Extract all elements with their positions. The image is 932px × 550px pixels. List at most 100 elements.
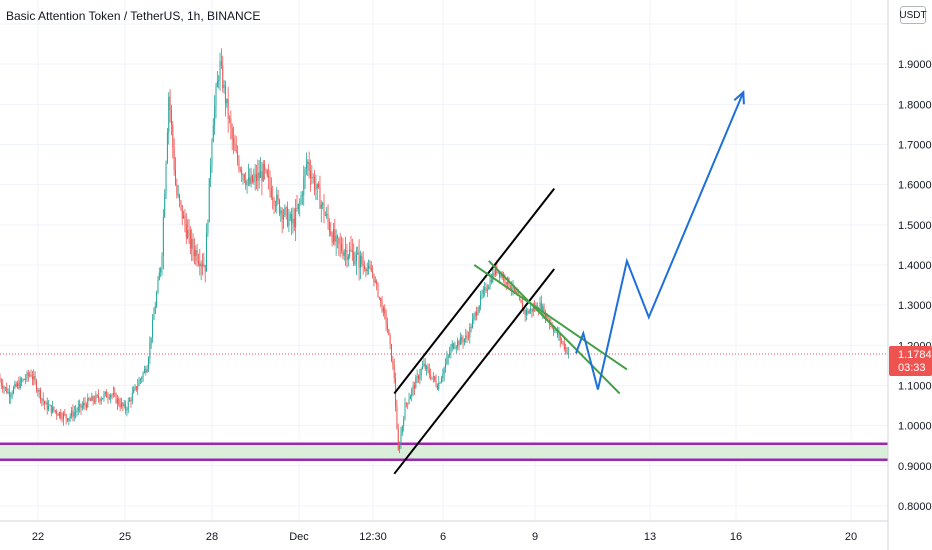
price-tick-label: 1.8000 [898, 99, 932, 111]
candle-body [501, 274, 503, 279]
candle-body [104, 391, 106, 394]
candle-body [521, 302, 523, 311]
candle-body [403, 419, 405, 426]
candle-body [162, 216, 164, 256]
candle-body [44, 401, 46, 405]
candle-body [420, 368, 422, 376]
candle-body [170, 109, 172, 125]
currency-button[interactable]: USDT [899, 6, 927, 24]
candle-body [413, 385, 415, 389]
candle-body [265, 170, 267, 171]
candle-body [422, 365, 424, 369]
candle-body [386, 324, 388, 330]
candle-body [476, 312, 478, 316]
candle-body [57, 414, 59, 416]
candle-body [76, 411, 78, 412]
candle-body [457, 340, 459, 347]
candle-body [447, 355, 449, 358]
candle-body [472, 319, 473, 328]
candle-body [138, 380, 140, 386]
candle-body [532, 307, 534, 312]
candle-body [179, 194, 181, 201]
candle-body [121, 402, 122, 407]
candle-body [223, 85, 225, 89]
candle-body [442, 374, 444, 379]
candle-body [237, 151, 239, 161]
candle-body [135, 386, 137, 390]
candle-body [469, 326, 471, 338]
candle-body [540, 302, 542, 313]
candle-body [245, 180, 247, 186]
candle-body [312, 176, 314, 178]
candle-body [567, 353, 569, 355]
candle-body [99, 398, 101, 402]
candle-body [330, 231, 332, 235]
candle-body [176, 184, 178, 196]
candle-body [187, 230, 189, 238]
candle-body [392, 361, 394, 365]
candle-body [100, 399, 102, 402]
candle-body [242, 174, 244, 176]
candle-body [350, 249, 352, 251]
candle-body [559, 334, 561, 341]
candle-body [210, 166, 212, 179]
candle-body [283, 215, 284, 220]
candle-body [289, 214, 291, 219]
candle-body [253, 178, 255, 182]
candle-body [27, 372, 29, 376]
candle-body [134, 386, 136, 390]
candle-body [490, 279, 492, 283]
candle-body [91, 396, 93, 401]
candle-body [230, 118, 232, 128]
candle-body [61, 417, 63, 420]
candle-body [397, 428, 399, 450]
candle-body [288, 218, 290, 226]
candle-body [409, 395, 411, 400]
candle-body [88, 398, 90, 400]
candle-body [335, 236, 337, 242]
candle-body [49, 405, 51, 407]
candle-body [262, 163, 264, 182]
candle-body [347, 256, 349, 260]
candle-body [373, 273, 375, 283]
candle-body [126, 409, 128, 411]
candle-body [129, 399, 131, 402]
candle-body [561, 340, 563, 342]
candle-body [488, 286, 490, 290]
candle-body [208, 178, 210, 223]
candle-body [463, 338, 465, 343]
candle-body [419, 375, 421, 380]
candle-body [462, 340, 464, 343]
candle-body [449, 353, 451, 356]
candle-body [558, 334, 560, 336]
candle-body [111, 394, 113, 396]
price-tick-label: 1.6000 [898, 180, 932, 192]
candle-body [565, 347, 567, 349]
time-tick-label: 9 [532, 531, 538, 543]
candle-body [364, 265, 365, 269]
candle-body [241, 170, 243, 175]
candle-body [183, 215, 185, 219]
candle-body [50, 405, 52, 413]
candle-body [497, 272, 499, 274]
candle-body [181, 205, 183, 219]
candle-body [530, 308, 532, 312]
candle-body [69, 415, 71, 419]
candle-body [177, 194, 179, 196]
candle-body [29, 374, 31, 376]
candle-body [169, 96, 171, 110]
candle-body [365, 268, 367, 272]
candle-body [116, 398, 118, 404]
candle-body [142, 372, 144, 378]
candle-body [247, 177, 249, 181]
candle-body [67, 418, 68, 421]
candle-body [257, 172, 259, 181]
candle-body [401, 425, 403, 434]
candle-body [411, 389, 413, 396]
candle-body [218, 79, 220, 82]
candle-body [133, 389, 135, 394]
candle-body [355, 253, 357, 262]
candle-body [4, 387, 6, 389]
candle-body [345, 249, 347, 253]
candle-body [553, 328, 554, 332]
